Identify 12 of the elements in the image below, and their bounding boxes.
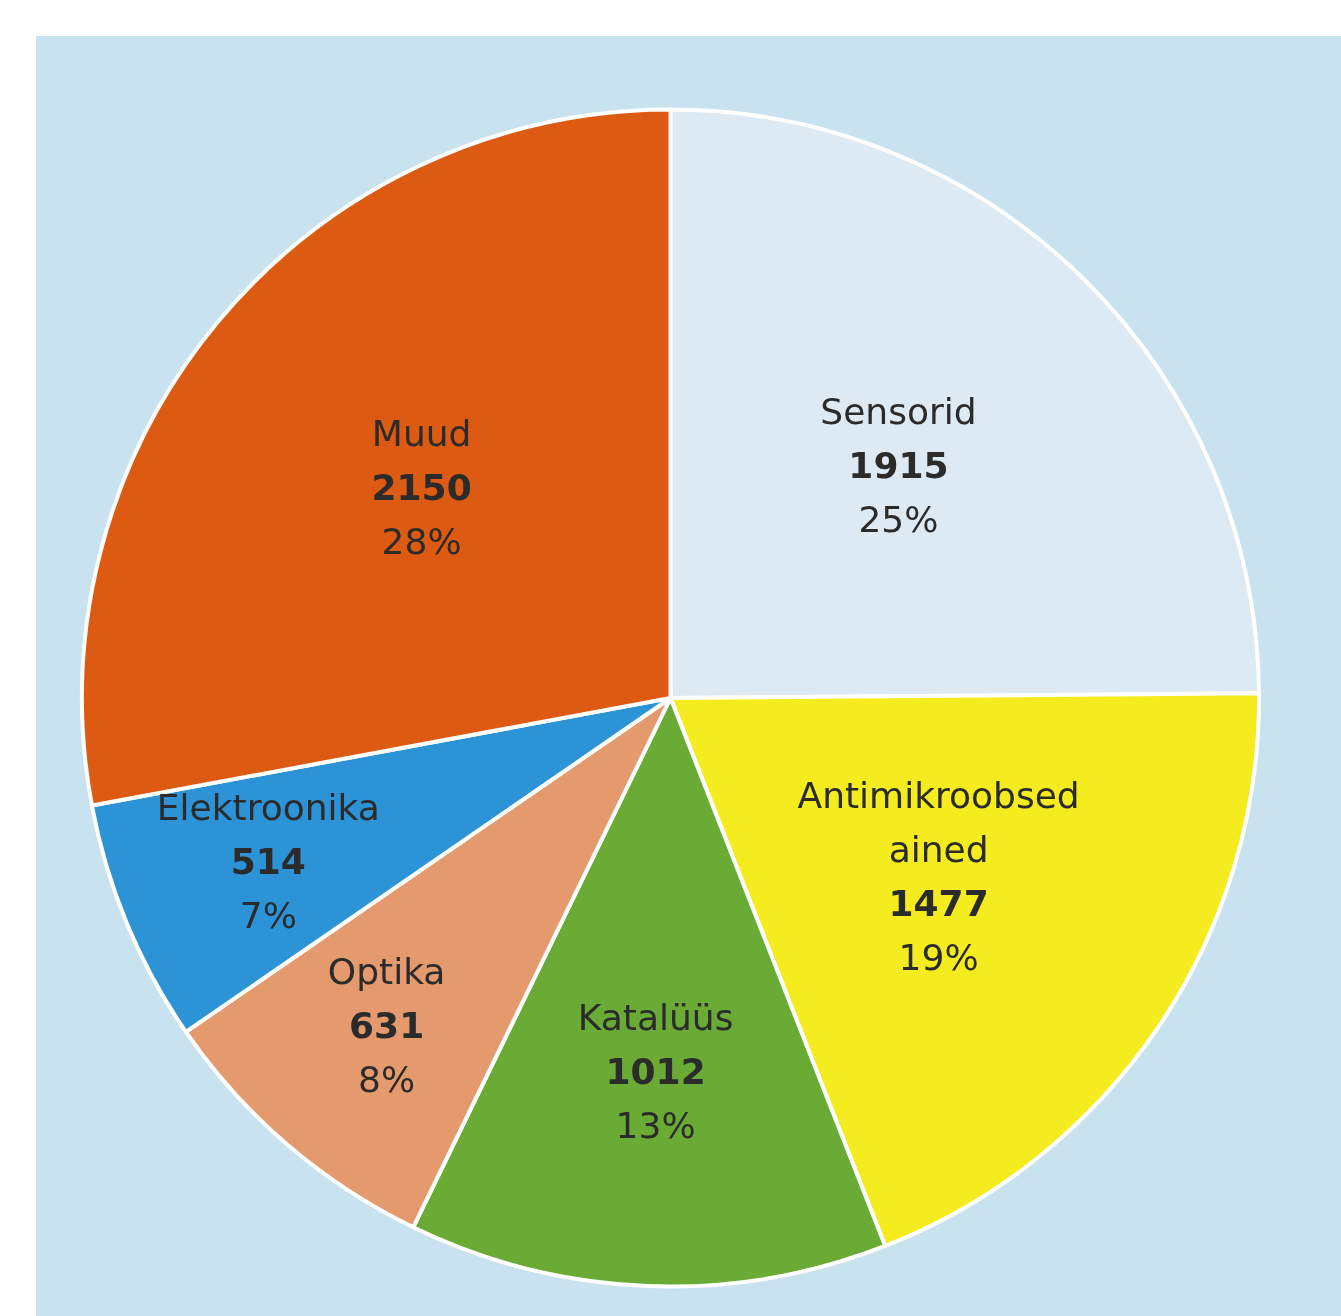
slice-label: Optika <box>327 950 446 992</box>
data-label: 1477 19% <box>888 882 989 978</box>
slice-label: Muud <box>371 413 472 455</box>
data-label: 514 7% <box>230 841 306 937</box>
slice-label: Antimikroobsed ained <box>797 774 1080 870</box>
slice-label: Elektroonika <box>156 787 380 829</box>
slice-label: Katalüüs <box>577 996 734 1038</box>
data-label: 1915 25% <box>848 444 949 540</box>
data-label: 2150 28% <box>371 467 472 563</box>
slice-label: Sensorid <box>820 390 977 432</box>
data-label: 631 8% <box>349 1004 425 1100</box>
data-label: 1012 13% <box>605 1050 706 1146</box>
